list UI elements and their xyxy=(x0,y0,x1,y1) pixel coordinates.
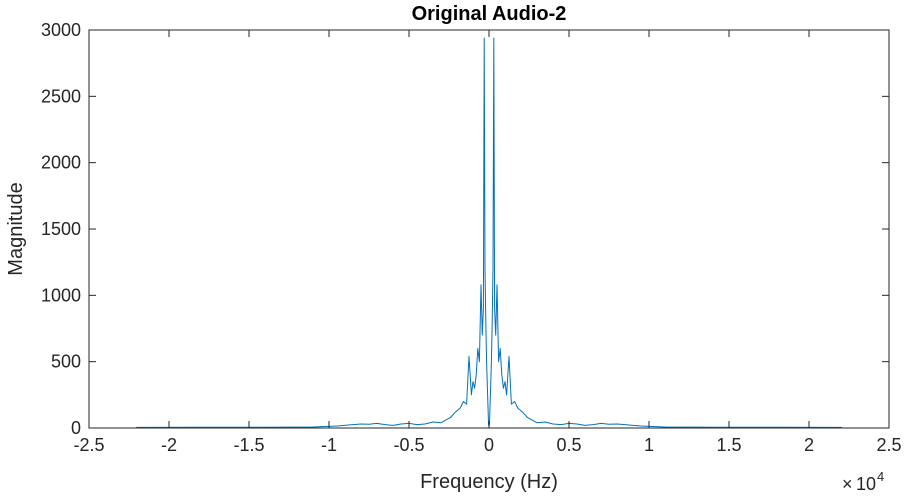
y-tick-label: 500 xyxy=(51,352,81,372)
chart-title: Original Audio-2 xyxy=(412,3,567,25)
x-tick-label: 0.5 xyxy=(556,435,581,455)
x-tick-label: -0.5 xyxy=(393,435,424,455)
y-tick-label: 2500 xyxy=(41,86,81,106)
x-tick-label: 0 xyxy=(484,435,494,455)
x-tick-label: 2.5 xyxy=(876,435,901,455)
x-tick-label: 1 xyxy=(644,435,654,455)
y-tick-label: 0 xyxy=(71,418,81,438)
x-axis-ticks: -2.5 -2 -1.5 -1 -0.5 0 0.5 1 1.5 2 2.5 xyxy=(73,30,902,455)
y-tick-label: 1000 xyxy=(41,285,81,305)
x-tick-label: 1.5 xyxy=(716,435,741,455)
plot-background xyxy=(89,30,889,428)
x-tick-label: -1.5 xyxy=(233,435,264,455)
x-exponent-label: × 10 4 xyxy=(842,469,884,494)
x-tick-label: -2.5 xyxy=(73,435,104,455)
x-tick-label: -1 xyxy=(321,435,337,455)
y-axis-ticks: 0 500 1000 1500 2000 2500 3000 xyxy=(41,20,889,438)
x-tick-label: -2 xyxy=(161,435,177,455)
x-exponent-base: 10 xyxy=(856,474,876,494)
x-exponent-times: × xyxy=(842,474,853,494)
x-exponent-power: 4 xyxy=(877,469,884,484)
x-tick-label: 2 xyxy=(804,435,814,455)
x-axis-label: Frequency (Hz) xyxy=(420,471,558,493)
y-axis-label: Magnitude xyxy=(5,182,27,275)
y-tick-label: 1500 xyxy=(41,219,81,239)
y-tick-label: 3000 xyxy=(41,20,81,40)
y-tick-label: 2000 xyxy=(41,153,81,173)
